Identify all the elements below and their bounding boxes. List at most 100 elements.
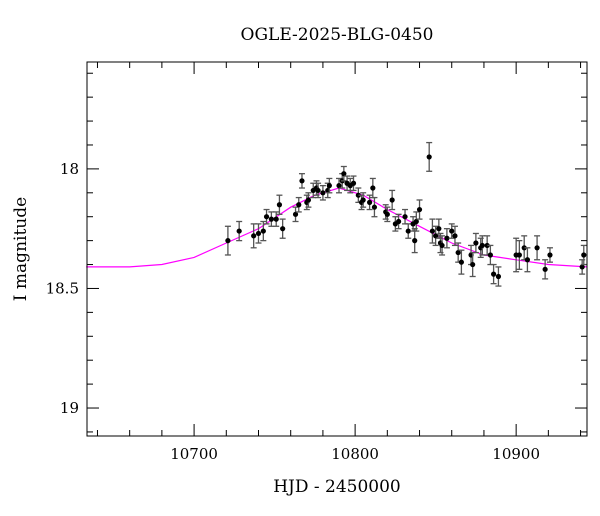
- y-axis-label: I magnitude: [11, 197, 31, 301]
- data-point: [439, 235, 446, 256]
- point-marker: [579, 264, 585, 270]
- point-marker: [225, 238, 231, 244]
- data-point: [413, 211, 420, 232]
- data-point: [395, 213, 402, 230]
- data-point: [490, 263, 497, 285]
- point-marker: [296, 202, 302, 208]
- data-point: [451, 225, 458, 247]
- point-marker: [355, 192, 361, 198]
- point-marker: [389, 197, 395, 203]
- data-point: [224, 225, 231, 256]
- point-marker: [276, 202, 283, 208]
- data-point: [315, 182, 322, 199]
- data-point: [524, 247, 531, 273]
- data-point: [411, 228, 418, 254]
- data-point: [405, 223, 412, 239]
- data-point: [360, 192, 367, 208]
- data-point: [369, 177, 376, 199]
- point-marker: [305, 197, 312, 203]
- point-marker: [412, 238, 418, 244]
- point-marker: [268, 216, 274, 222]
- point-marker: [547, 252, 553, 258]
- x-tick-label: 10700: [170, 445, 218, 463]
- data-point: [263, 208, 270, 225]
- point-marker: [491, 271, 497, 277]
- data-point: [402, 208, 409, 225]
- point-marker: [516, 252, 522, 258]
- point-marker: [581, 252, 587, 258]
- data-point: [384, 206, 391, 223]
- data-point: [472, 232, 479, 254]
- point-marker: [280, 226, 286, 232]
- point-marker: [455, 249, 461, 256]
- data-point: [366, 194, 373, 211]
- point-marker: [524, 257, 531, 263]
- data-point: [279, 218, 286, 239]
- y-tick-label: 19: [60, 399, 79, 417]
- data-point: [295, 196, 302, 213]
- point-marker: [236, 228, 242, 234]
- data-point: [250, 223, 257, 249]
- data-point: [435, 218, 442, 239]
- data-point: [432, 225, 439, 247]
- point-marker: [542, 266, 548, 272]
- point-marker: [534, 245, 540, 251]
- point-marker: [416, 206, 423, 213]
- point-marker: [292, 211, 299, 217]
- data-point: [319, 184, 326, 201]
- data-point: [326, 177, 333, 194]
- data-point: [292, 206, 299, 223]
- plot-frame: [86, 61, 588, 437]
- point-marker: [350, 180, 357, 186]
- point-marker: [260, 228, 266, 234]
- point-marker: [315, 187, 321, 194]
- point-marker: [273, 216, 279, 222]
- point-marker: [479, 242, 485, 249]
- data-point: [255, 223, 262, 244]
- chart-title: OGLE-2025-BLG-0450: [241, 25, 434, 45]
- model-curve: [86, 187, 588, 268]
- data-point: [448, 223, 455, 239]
- point-marker: [367, 199, 373, 205]
- data-point: [276, 194, 283, 215]
- data-point: [305, 192, 312, 208]
- data-point: [443, 228, 450, 249]
- data-point: [458, 249, 465, 275]
- data-point: [426, 141, 433, 172]
- point-marker: [251, 233, 257, 239]
- point-marker: [360, 197, 366, 203]
- point-marker: [444, 235, 450, 241]
- data-point: [336, 177, 343, 194]
- data-point: [416, 199, 423, 220]
- x-tick-label: 10900: [492, 445, 540, 463]
- point-marker: [405, 228, 411, 234]
- data-point: [350, 175, 357, 192]
- data-point: [542, 259, 549, 280]
- point-marker: [336, 183, 342, 189]
- data-point: [273, 211, 280, 227]
- point-marker: [487, 252, 493, 258]
- point-marker: [458, 259, 464, 265]
- point-marker: [429, 228, 436, 234]
- point-marker: [470, 261, 476, 268]
- point-marker: [341, 171, 347, 177]
- x-tick-label: 10800: [331, 445, 379, 463]
- point-marker: [370, 185, 376, 191]
- data-point: [580, 244, 587, 266]
- data-point: [260, 220, 267, 242]
- point-marker: [484, 242, 490, 249]
- point-marker: [473, 240, 479, 246]
- point-marker: [426, 154, 432, 160]
- point-marker: [326, 183, 332, 189]
- data-point: [371, 196, 378, 218]
- y-tick-label: 18.5: [46, 279, 79, 297]
- data-point: [298, 173, 305, 189]
- point-marker: [433, 233, 439, 239]
- point-marker: [263, 214, 270, 220]
- point-marker: [436, 226, 442, 232]
- data-point: [546, 247, 553, 263]
- point-marker: [439, 242, 445, 249]
- point-marker: [395, 218, 402, 225]
